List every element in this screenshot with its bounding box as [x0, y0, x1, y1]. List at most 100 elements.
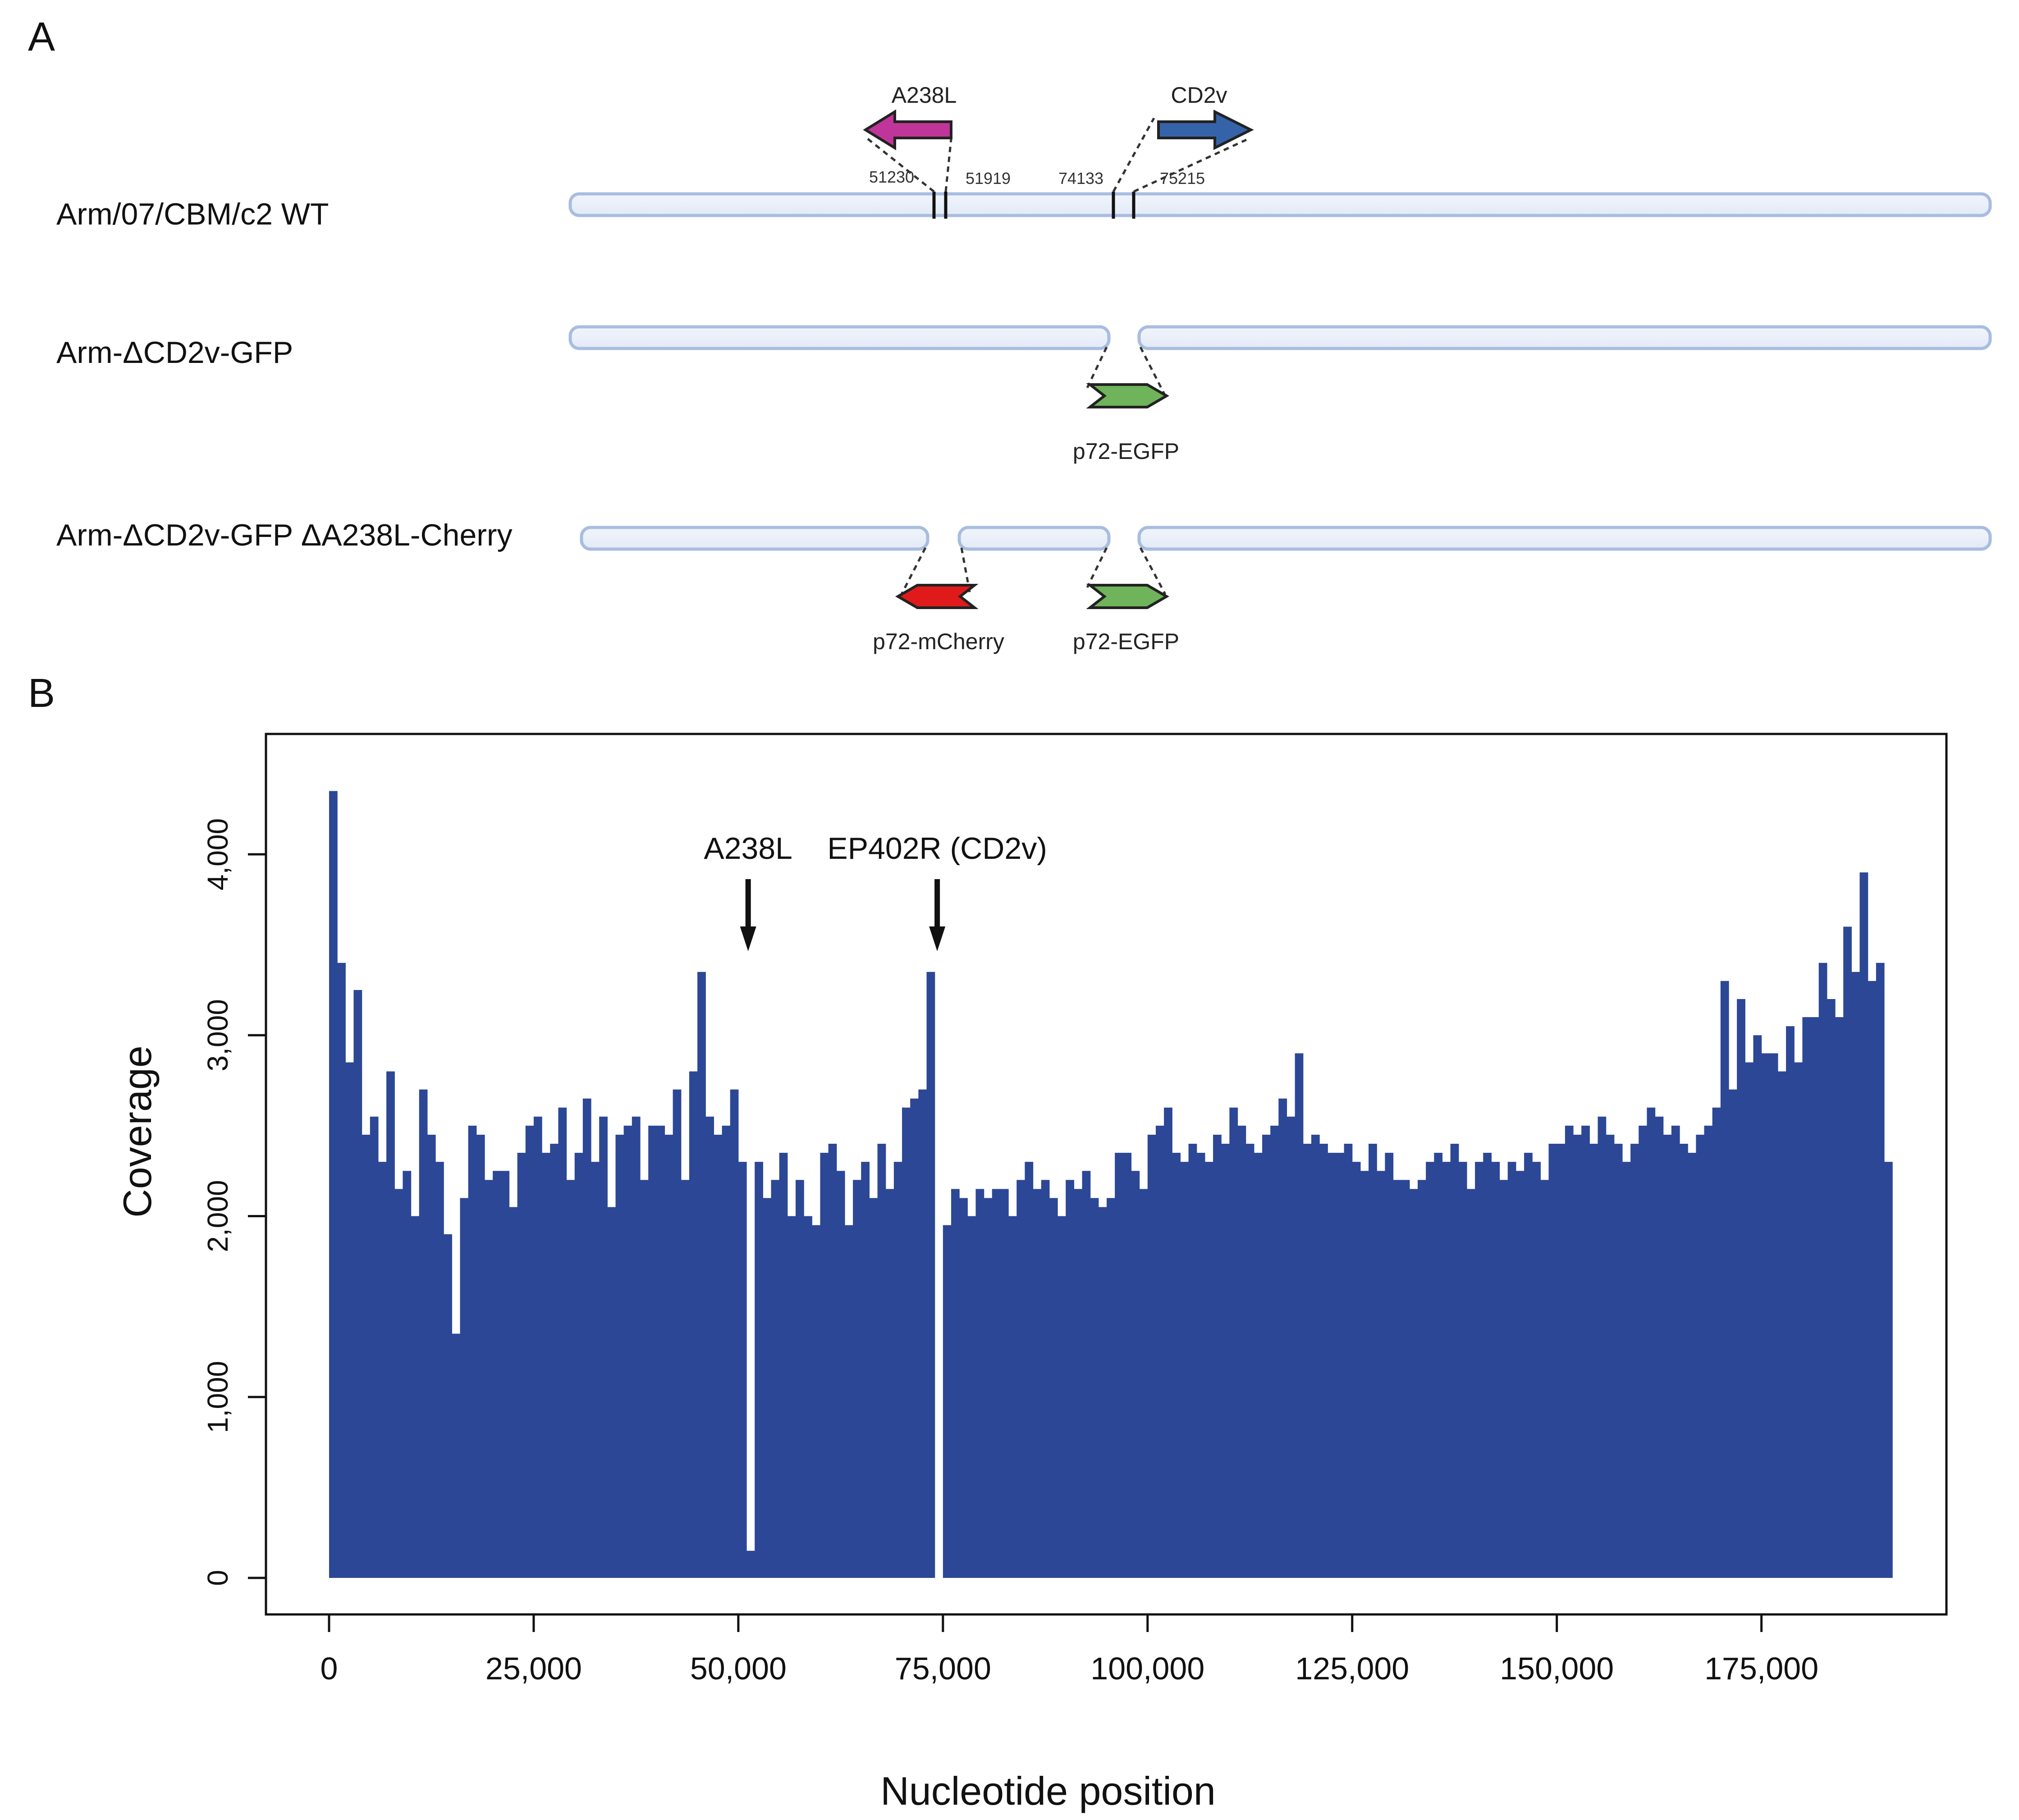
coverage-bar [943, 1225, 952, 1578]
coverage-bar [697, 972, 706, 1578]
coverage-bar [1049, 1198, 1058, 1578]
coverage-bar [714, 1134, 723, 1578]
coverage-bar [1581, 1125, 1590, 1578]
coverage-bar [861, 1162, 870, 1578]
annotation-label: EP402R (CD2v) [827, 831, 1047, 866]
coverage-bar [820, 1153, 829, 1578]
coverage-bar [1859, 872, 1868, 1578]
coverage-bar [1671, 1125, 1680, 1578]
construct-label-wt: Arm/07/CBM/c2 WT [56, 197, 329, 231]
coverage-bar [689, 1071, 698, 1578]
coverage-bar [1777, 1071, 1786, 1578]
genome-bar-wt [568, 192, 1992, 217]
x-tick-label: 50,000 [690, 1651, 787, 1686]
y-tick-label: 3,000 [201, 999, 234, 1071]
coverage-bar [1753, 1035, 1762, 1578]
coverage-bar [394, 1189, 403, 1578]
cassette-label-mcherry: p72-mCherry [873, 629, 1004, 654]
coverage-bar [419, 1089, 428, 1578]
coverage-bar [1016, 1180, 1026, 1578]
coverage-bar [984, 1198, 993, 1578]
coverage-bar [337, 963, 346, 1578]
down-arrow-icon [740, 926, 756, 951]
coverage-bar [1475, 1162, 1483, 1578]
coverage-bar [812, 1225, 821, 1578]
y-tick-label: 4,000 [201, 818, 234, 890]
genome-bars [568, 192, 1992, 551]
coverage-bar [1745, 1062, 1754, 1578]
coverage-bar [1802, 1017, 1811, 1578]
a238l-arrow-icon [863, 109, 952, 151]
annotation-label: A238L [704, 831, 792, 866]
coverage-bar [681, 1180, 690, 1578]
coverage-bar [444, 1234, 452, 1578]
coverage-bar [1164, 1107, 1172, 1578]
genome-bar-dcd2v-right [1137, 325, 1992, 350]
coverage-bar [1074, 1189, 1083, 1578]
coverage-bar [550, 1144, 559, 1578]
coverage-bar [329, 791, 338, 1578]
x-tick-label: 175,000 [1704, 1651, 1818, 1686]
y-tick-label: 2,000 [201, 1180, 234, 1252]
coverage-bar [893, 1162, 902, 1578]
coverage-bars [329, 791, 1893, 1578]
cd2v-arrow-icon [1157, 110, 1254, 150]
genome-bar-double-1 [580, 526, 929, 551]
coverage-bar [705, 1116, 714, 1578]
coverage-bar [1761, 1053, 1770, 1578]
coverage-bar [525, 1125, 534, 1578]
coverage-bar [1868, 981, 1877, 1578]
coverage-bar [1524, 1153, 1533, 1578]
coverage-bar [779, 1153, 788, 1578]
y-axis: 0 1,000 2,000 3,000 4,000 [201, 818, 267, 1586]
coord-cd2v-start: 74133 [1058, 169, 1103, 188]
coverage-bar [1221, 1144, 1230, 1578]
coverage-bar [1418, 1180, 1426, 1578]
coverage-bar [738, 1162, 747, 1578]
coverage-bar [1786, 1026, 1795, 1578]
coverage-bar [1237, 1125, 1246, 1578]
coverage-bar [648, 1125, 657, 1578]
coverage-bar [468, 1125, 477, 1578]
coverage-bar [1098, 1207, 1107, 1578]
coverage-bar [1295, 1053, 1304, 1578]
coverage-bar [476, 1134, 485, 1578]
egfp-cassette-icon [1086, 383, 1169, 408]
coverage-bar [1155, 1125, 1164, 1578]
coverage-bar [1139, 1189, 1148, 1578]
coverage-bar [566, 1180, 575, 1578]
coverage-bar [673, 1089, 682, 1578]
coverage-bar [353, 990, 362, 1578]
coverage-bar [918, 1089, 927, 1578]
coverage-bar [664, 1134, 673, 1578]
coverage-bar [1377, 1171, 1385, 1578]
coverage-bar [869, 1198, 878, 1578]
coverage-bar [1115, 1153, 1123, 1578]
coverage-bar [1336, 1153, 1345, 1578]
coverage-bar [1066, 1180, 1074, 1578]
coverage-bar [435, 1162, 444, 1578]
coord-cd2v-end: 75215 [1160, 169, 1205, 188]
y-axis-title: Coverage [115, 1045, 160, 1218]
x-axis: 0 25,000 50,000 75,000 100,000 125,000 150,000… [320, 1613, 1818, 1686]
x-axis-title: Nucleotide position [880, 1769, 1216, 1813]
coverage-bar [804, 1216, 812, 1578]
coverage-bar [345, 1062, 354, 1578]
coverage-bar [730, 1089, 739, 1578]
coverage-bar [623, 1125, 632, 1578]
coverage-bar [362, 1134, 371, 1578]
coverage-bar [1835, 1017, 1844, 1578]
coverage-bar [1188, 1144, 1197, 1578]
egfp-cassette-icon-2 [1086, 584, 1169, 609]
coverage-bar [910, 1098, 919, 1578]
coverage-bar [1286, 1116, 1296, 1578]
coverage-bar [1008, 1216, 1017, 1578]
x-tick-label: 150,000 [1500, 1651, 1614, 1686]
gene-label-cd2v: CD2v [1171, 83, 1227, 108]
coverage-bar [1704, 1125, 1713, 1578]
coverage-bar [1442, 1162, 1451, 1578]
mcherry-cassette-icon [895, 584, 979, 609]
coverage-bar [582, 1098, 591, 1578]
coverage-bar [722, 1125, 731, 1578]
construct-label-double: Arm-ΔCD2v-GFP ΔA238L-Cherry [56, 518, 513, 552]
